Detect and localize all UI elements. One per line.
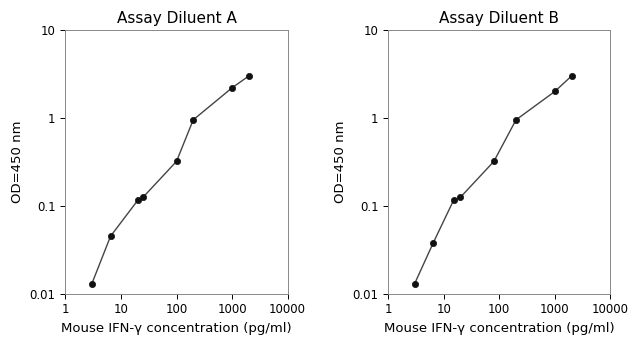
Title: Assay Diluent A: Assay Diluent A [116, 11, 236, 26]
Y-axis label: OD=450 nm: OD=450 nm [11, 121, 24, 203]
X-axis label: Mouse IFN-γ concentration (pg/ml): Mouse IFN-γ concentration (pg/ml) [61, 322, 292, 335]
Title: Assay Diluent B: Assay Diluent B [439, 11, 559, 26]
X-axis label: Mouse IFN-γ concentration (pg/ml): Mouse IFN-γ concentration (pg/ml) [384, 322, 614, 335]
Y-axis label: OD=450 nm: OD=450 nm [334, 121, 347, 203]
